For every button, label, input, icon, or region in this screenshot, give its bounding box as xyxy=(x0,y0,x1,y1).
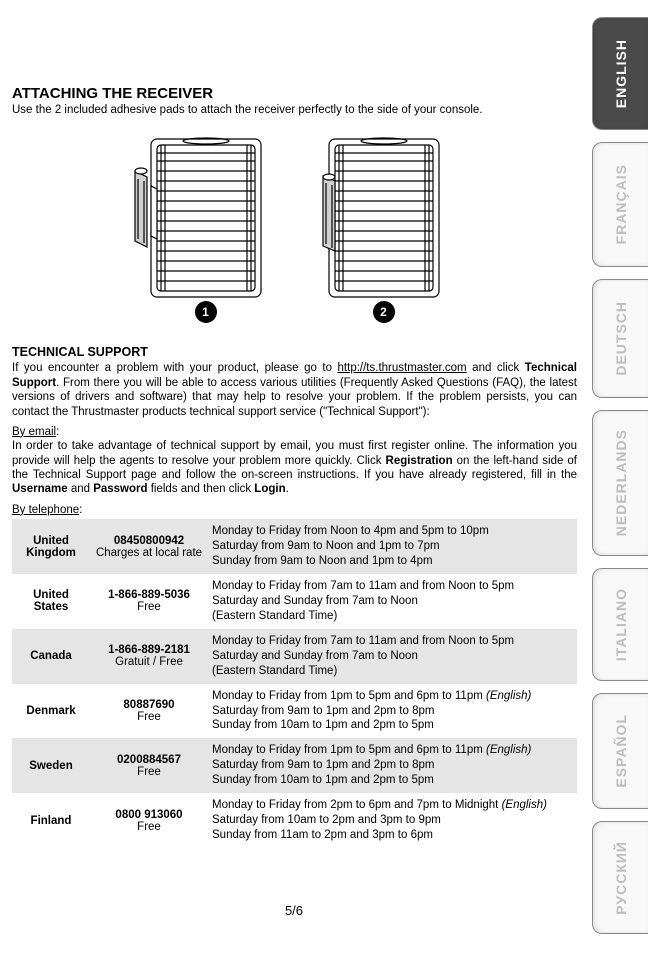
language-tabs-sidebar: ENGLISH FRANÇAIS DEUTSCH NEDERLANDS ITALIANO… xyxy=(590,0,648,956)
page-content: ATTACHING THE RECEIVER Use the 2 include… xyxy=(12,85,577,848)
by-email-block: By email: In order to take advantage of … xyxy=(12,425,577,497)
country-cell: UnitedStates xyxy=(12,574,90,629)
country-cell: Finland xyxy=(12,793,90,848)
tech-support-intro: If you encounter a problem with your pro… xyxy=(12,361,577,419)
hours-cell: Monday to Friday from 7am to 11am and fr… xyxy=(208,629,577,684)
figure-row: 1 xyxy=(12,131,577,317)
heading-technical-support: TECHNICAL SUPPORT xyxy=(12,345,577,359)
by-email-label: By email xyxy=(12,426,56,438)
text-bold: Login xyxy=(254,483,285,495)
language-tab-español[interactable]: ESPAÑOL xyxy=(592,693,648,809)
tab-label: РУССКИЙ xyxy=(613,841,629,915)
figure-number-2: 2 xyxy=(373,301,395,323)
by-telephone-label: By telephone xyxy=(12,504,79,516)
figure-number-1: 1 xyxy=(195,301,217,323)
text: and click xyxy=(467,362,525,374)
figure-2: 2 xyxy=(309,131,459,317)
table-row: Finland0800 913060FreeMonday to Friday f… xyxy=(12,793,577,848)
intro-text: Use the 2 included adhesive pads to atta… xyxy=(12,103,577,117)
country-cell: UnitedKingdom xyxy=(12,519,90,574)
support-url-link[interactable]: http://ts.thrustmaster.com xyxy=(338,362,467,374)
text: If you encounter a problem with your pro… xyxy=(12,362,338,374)
country-cell: Denmark xyxy=(12,684,90,739)
support-phone-table: UnitedKingdom08450800942Charges at local… xyxy=(12,519,577,848)
language-tab-français[interactable]: FRANÇAIS xyxy=(592,142,648,267)
phone-cell: 1-866-889-2181Gratuit / Free xyxy=(90,629,208,684)
tab-label: ENGLISH xyxy=(613,39,629,108)
table-row: Sweden0200884567FreeMonday to Friday fro… xyxy=(12,738,577,793)
text: . From there you will be able to access … xyxy=(12,377,577,418)
language-tab-italiano[interactable]: ITALIANO xyxy=(592,568,648,681)
text: . xyxy=(286,483,289,495)
language-tab-deutsch[interactable]: DEUTSCH xyxy=(592,279,648,398)
table-row: UnitedKingdom08450800942Charges at local… xyxy=(12,519,577,574)
phone-cell: 0200884567Free xyxy=(90,738,208,793)
text-bold: Password xyxy=(93,483,147,495)
language-tab-english[interactable]: ENGLISH xyxy=(592,17,648,130)
page-number: 5/6 xyxy=(0,903,588,918)
tab-label: ESPAÑOL xyxy=(613,714,629,788)
tab-label: FRANÇAIS xyxy=(613,164,629,244)
text: and xyxy=(68,483,94,495)
country-cell: Canada xyxy=(12,629,90,684)
console-illustration-2 xyxy=(309,131,459,317)
tab-label: NEDERLANDS xyxy=(613,429,629,536)
text: fields and then click xyxy=(148,483,255,495)
console-illustration-1 xyxy=(131,131,281,317)
phone-cell: 0800 913060Free xyxy=(90,793,208,848)
text-bold: Username xyxy=(12,483,68,495)
heading-attaching-receiver: ATTACHING THE RECEIVER xyxy=(12,85,577,102)
by-telephone-label-line: By telephone: xyxy=(12,503,577,517)
hours-cell: Monday to Friday from 7am to 11am and fr… xyxy=(208,574,577,629)
table-row: UnitedStates1-866-889-5036FreeMonday to … xyxy=(12,574,577,629)
hours-cell: Monday to Friday from 1pm to 5pm and 6pm… xyxy=(208,738,577,793)
tab-label: DEUTSCH xyxy=(613,301,629,376)
table-row: Canada1-866-889-2181Gratuit / FreeMonday… xyxy=(12,629,577,684)
hours-cell: Monday to Friday from 2pm to 6pm and 7pm… xyxy=(208,793,577,848)
phone-cell: 08450800942Charges at local rate xyxy=(90,519,208,574)
figure-1: 1 xyxy=(131,131,281,317)
language-tab-русский[interactable]: РУССКИЙ xyxy=(592,821,648,934)
text-bold: Registration xyxy=(386,455,453,467)
tab-label: ITALIANO xyxy=(613,588,629,661)
phone-cell: 1-866-889-5036Free xyxy=(90,574,208,629)
phone-cell: 80887690Free xyxy=(90,684,208,739)
table-row: Denmark80887690FreeMonday to Friday from… xyxy=(12,684,577,739)
language-tab-nederlands[interactable]: NEDERLANDS xyxy=(592,410,648,556)
country-cell: Sweden xyxy=(12,738,90,793)
hours-cell: Monday to Friday from Noon to 4pm and 5p… xyxy=(208,519,577,574)
hours-cell: Monday to Friday from 1pm to 5pm and 6pm… xyxy=(208,684,577,739)
